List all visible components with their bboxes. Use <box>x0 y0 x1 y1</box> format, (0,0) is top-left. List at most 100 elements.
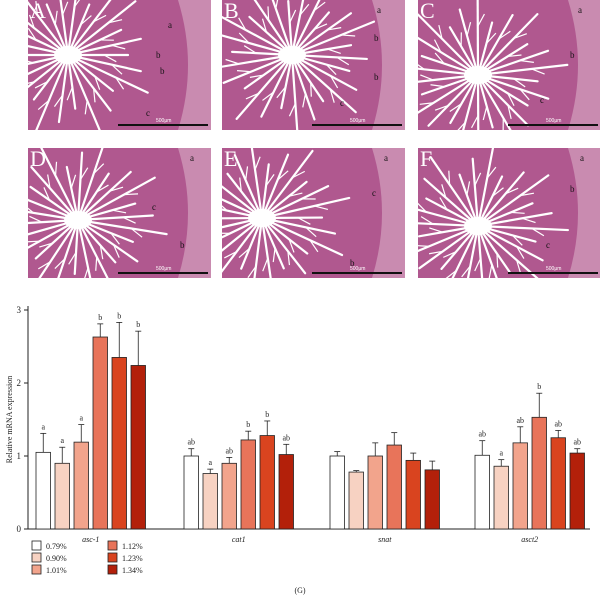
scale-bar-label: 500μm <box>546 118 562 124</box>
structure-label: a <box>168 20 172 30</box>
structure-label: b <box>350 258 355 268</box>
structure-label: a <box>377 5 381 15</box>
significance-label: ab <box>573 438 581 447</box>
structure-label: b <box>160 66 165 76</box>
significance-label: a <box>208 458 212 467</box>
legend-swatch <box>31 552 42 563</box>
bar <box>550 437 566 530</box>
scale-bar <box>508 272 598 274</box>
tissue-image <box>222 148 405 278</box>
y-tick-label: 1 <box>17 451 22 461</box>
structure-label: a <box>190 153 194 163</box>
structure-label: b <box>374 72 379 82</box>
tissue-image <box>418 0 600 130</box>
legend-swatch <box>31 540 42 551</box>
significance-label: a <box>41 422 45 431</box>
bar <box>54 462 70 530</box>
scale-bar <box>508 124 598 126</box>
structure-label: b <box>570 184 575 194</box>
tissue-image <box>418 148 600 278</box>
scale-bar-label: 500μm <box>156 266 172 272</box>
category-label: asct2 <box>521 535 538 544</box>
panel-letter: A <box>30 0 46 23</box>
category-label: cat1 <box>232 535 246 544</box>
bar <box>35 451 51 530</box>
significance-label: a <box>79 414 83 423</box>
significance-label: ab <box>225 446 233 455</box>
significance-label: ab <box>282 433 290 442</box>
significance-label: b <box>98 313 102 322</box>
bar <box>386 444 402 530</box>
bar <box>92 336 108 530</box>
significance-label: b <box>265 410 269 419</box>
legend-label: 0.90% <box>46 554 67 563</box>
bar <box>474 454 490 530</box>
legend-label: 1.34% <box>122 566 143 575</box>
bar <box>424 469 440 530</box>
panel-letter: C <box>420 0 435 23</box>
structure-label: b <box>374 33 379 43</box>
legend-label: 1.12% <box>122 542 143 551</box>
legend-swatch <box>31 564 42 575</box>
structure-label: c <box>146 108 150 118</box>
bar <box>183 455 199 530</box>
significance-label: b <box>136 320 140 329</box>
legend-label: 0.79% <box>46 542 67 551</box>
bar <box>259 435 275 530</box>
bar <box>240 439 256 530</box>
scale-bar-label: 500μm <box>156 118 172 124</box>
structure-label: c <box>546 240 550 250</box>
panel-letter: D <box>30 148 46 171</box>
tissue-image <box>222 0 405 130</box>
bar <box>73 441 89 530</box>
significance-label: a <box>60 436 64 445</box>
structure-label: c <box>540 95 544 105</box>
category-label: snat <box>378 535 392 544</box>
panel-letter: F <box>420 148 433 171</box>
y-tick-label: 3 <box>17 305 22 315</box>
structure-label: b <box>180 240 185 250</box>
structure-label: a <box>580 153 584 163</box>
scale-bar <box>118 124 208 126</box>
tissue-image <box>28 148 211 278</box>
structure-label: a <box>578 5 582 15</box>
y-tick-label: 2 <box>17 378 22 388</box>
legend-label: 1.01% <box>46 566 67 575</box>
panel-letter: B <box>224 0 239 23</box>
bar <box>329 455 345 530</box>
bar <box>367 455 383 530</box>
significance-label: b <box>117 311 121 320</box>
scale-bar-label: 500μm <box>350 118 366 124</box>
bar <box>569 452 585 530</box>
bar <box>493 465 509 530</box>
legend-swatch <box>107 552 118 563</box>
scale-bar <box>312 272 402 274</box>
tissue-image <box>28 0 211 130</box>
structure-label: c <box>340 98 344 108</box>
scale-bar <box>118 272 208 274</box>
structure-label: b <box>156 50 161 60</box>
category-label: asc-1 <box>82 535 99 544</box>
structure-label: c <box>372 188 376 198</box>
scale-bar-label: 500μm <box>546 266 562 272</box>
significance-label: ab <box>554 419 562 428</box>
panel-letter: E <box>224 148 238 171</box>
significance-label: ab <box>187 438 195 447</box>
bar <box>405 459 421 530</box>
bar <box>348 471 364 530</box>
significance-label: ab <box>516 416 524 425</box>
scale-bar <box>312 124 402 126</box>
significance-label: ab <box>478 430 486 439</box>
significance-label: a <box>499 449 503 458</box>
significance-label: b <box>246 420 250 429</box>
structure-label: c <box>152 202 156 212</box>
bar <box>531 416 547 530</box>
bar <box>202 473 218 530</box>
y-axis-label: Relative mRNA expression <box>5 376 14 464</box>
